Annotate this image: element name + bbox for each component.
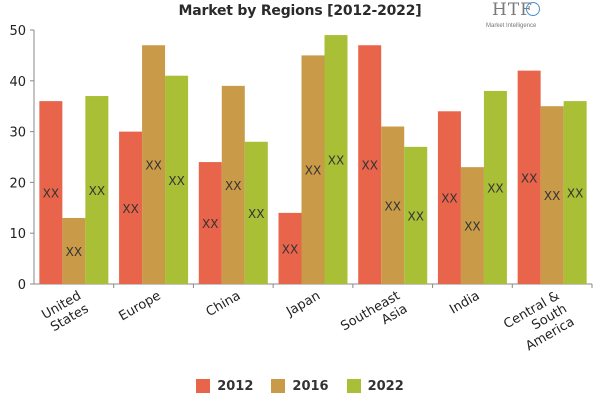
- globe-icon: [526, 2, 540, 16]
- bar-2016-6: [540, 106, 564, 284]
- x-tick-label: UnitedStates: [39, 288, 91, 335]
- legend-swatch: [271, 379, 286, 393]
- y-tick-label: 10: [9, 227, 26, 242]
- y-tick-label: 50: [9, 24, 26, 39]
- bar-2012-5: [437, 111, 461, 284]
- data-label-2022-1: XX: [168, 174, 184, 188]
- data-label-2016-1: XX: [145, 159, 161, 173]
- x-tick-label-line: China: [204, 288, 244, 320]
- data-label-2012-5: XX: [441, 192, 457, 206]
- data-label-2022-2: XX: [248, 207, 264, 221]
- legend-label: 2022: [367, 378, 404, 394]
- bar-2012-3: [278, 212, 302, 284]
- bar-2016-3: [301, 55, 325, 285]
- data-label-2022-5: XX: [487, 181, 503, 195]
- data-label-2016-6: XX: [544, 189, 560, 203]
- y-tick-label: 40: [9, 75, 26, 90]
- data-label-2022-0: XX: [89, 184, 105, 198]
- x-tick-label: Central &SouthAmerica: [501, 288, 577, 358]
- legend-label: 2016: [292, 378, 329, 394]
- data-label-2012-0: XX: [43, 187, 59, 201]
- chart-title: Market by Regions [2012-2022]: [178, 3, 422, 19]
- x-tick-label-line: Japan: [283, 288, 323, 320]
- data-label-2012-1: XX: [122, 202, 138, 216]
- y-tick-label: 20: [9, 176, 26, 191]
- data-label-2016-3: XX: [305, 164, 321, 178]
- data-label-2016-2: XX: [225, 179, 241, 193]
- x-tick-label: SoutheastAsia: [338, 288, 410, 347]
- bar-2016-0: [62, 217, 86, 284]
- bar-2016-5: [460, 167, 484, 284]
- chart-legend: 2012 2016 2022: [0, 378, 600, 397]
- data-label-2012-3: XX: [282, 242, 298, 256]
- bar-2022-0: [85, 96, 109, 284]
- bar-2012-2: [198, 162, 222, 284]
- legend-item-2012: 2012: [196, 379, 253, 394]
- data-label-2012-4: XX: [361, 159, 377, 173]
- logo-tagline: Market Intelligence: [486, 23, 537, 29]
- data-label-2016-4: XX: [384, 199, 400, 213]
- htf-logo: HTF Market Intelligence: [486, 0, 556, 34]
- data-label-2016-0: XX: [66, 245, 82, 259]
- bar-2022-4: [404, 146, 428, 284]
- data-label-2012-2: XX: [202, 217, 218, 231]
- data-label-2016-5: XX: [464, 220, 480, 234]
- bar-2012-4: [358, 45, 382, 284]
- bar-2022-6: [563, 101, 587, 285]
- x-tick-label: China: [204, 288, 244, 320]
- y-tick-label: 0: [18, 278, 26, 293]
- data-label-2022-3: XX: [328, 154, 344, 168]
- data-label-2022-4: XX: [407, 209, 423, 223]
- data-label-2022-6: XX: [567, 187, 583, 201]
- bar-2016-2: [221, 85, 245, 284]
- bar-2022-5: [483, 90, 507, 285]
- bar-2012-1: [119, 131, 143, 284]
- x-tick-label-line: India: [447, 288, 482, 317]
- x-tick-label: India: [447, 288, 482, 317]
- bar-2012-6: [517, 70, 541, 284]
- bar-2012-0: [39, 101, 63, 285]
- bar-2022-1: [165, 75, 189, 284]
- bar-2016-4: [381, 126, 405, 285]
- bar-2022-3: [324, 35, 348, 284]
- legend-swatch: [196, 379, 211, 393]
- data-label-2012-6: XX: [521, 171, 537, 185]
- legend-item-2016: 2016: [271, 378, 329, 394]
- bar-2016-1: [142, 45, 166, 284]
- legend-item-2022: 2022: [346, 378, 404, 394]
- y-tick-label: 30: [9, 126, 26, 141]
- legend-swatch: [346, 379, 361, 393]
- legend-label: 2012: [217, 378, 254, 394]
- logo-brand: HTF: [492, 0, 533, 20]
- x-tick-label: Europe: [116, 288, 163, 324]
- bar-chart: 0 10 20 30 40 50 XX XX XX UnitedStates XX XX XX Europ…: [9, 24, 593, 358]
- x-tick-label-line: Europe: [116, 288, 163, 324]
- x-tick-label: Japan: [283, 288, 323, 320]
- bar-2022-2: [244, 141, 268, 284]
